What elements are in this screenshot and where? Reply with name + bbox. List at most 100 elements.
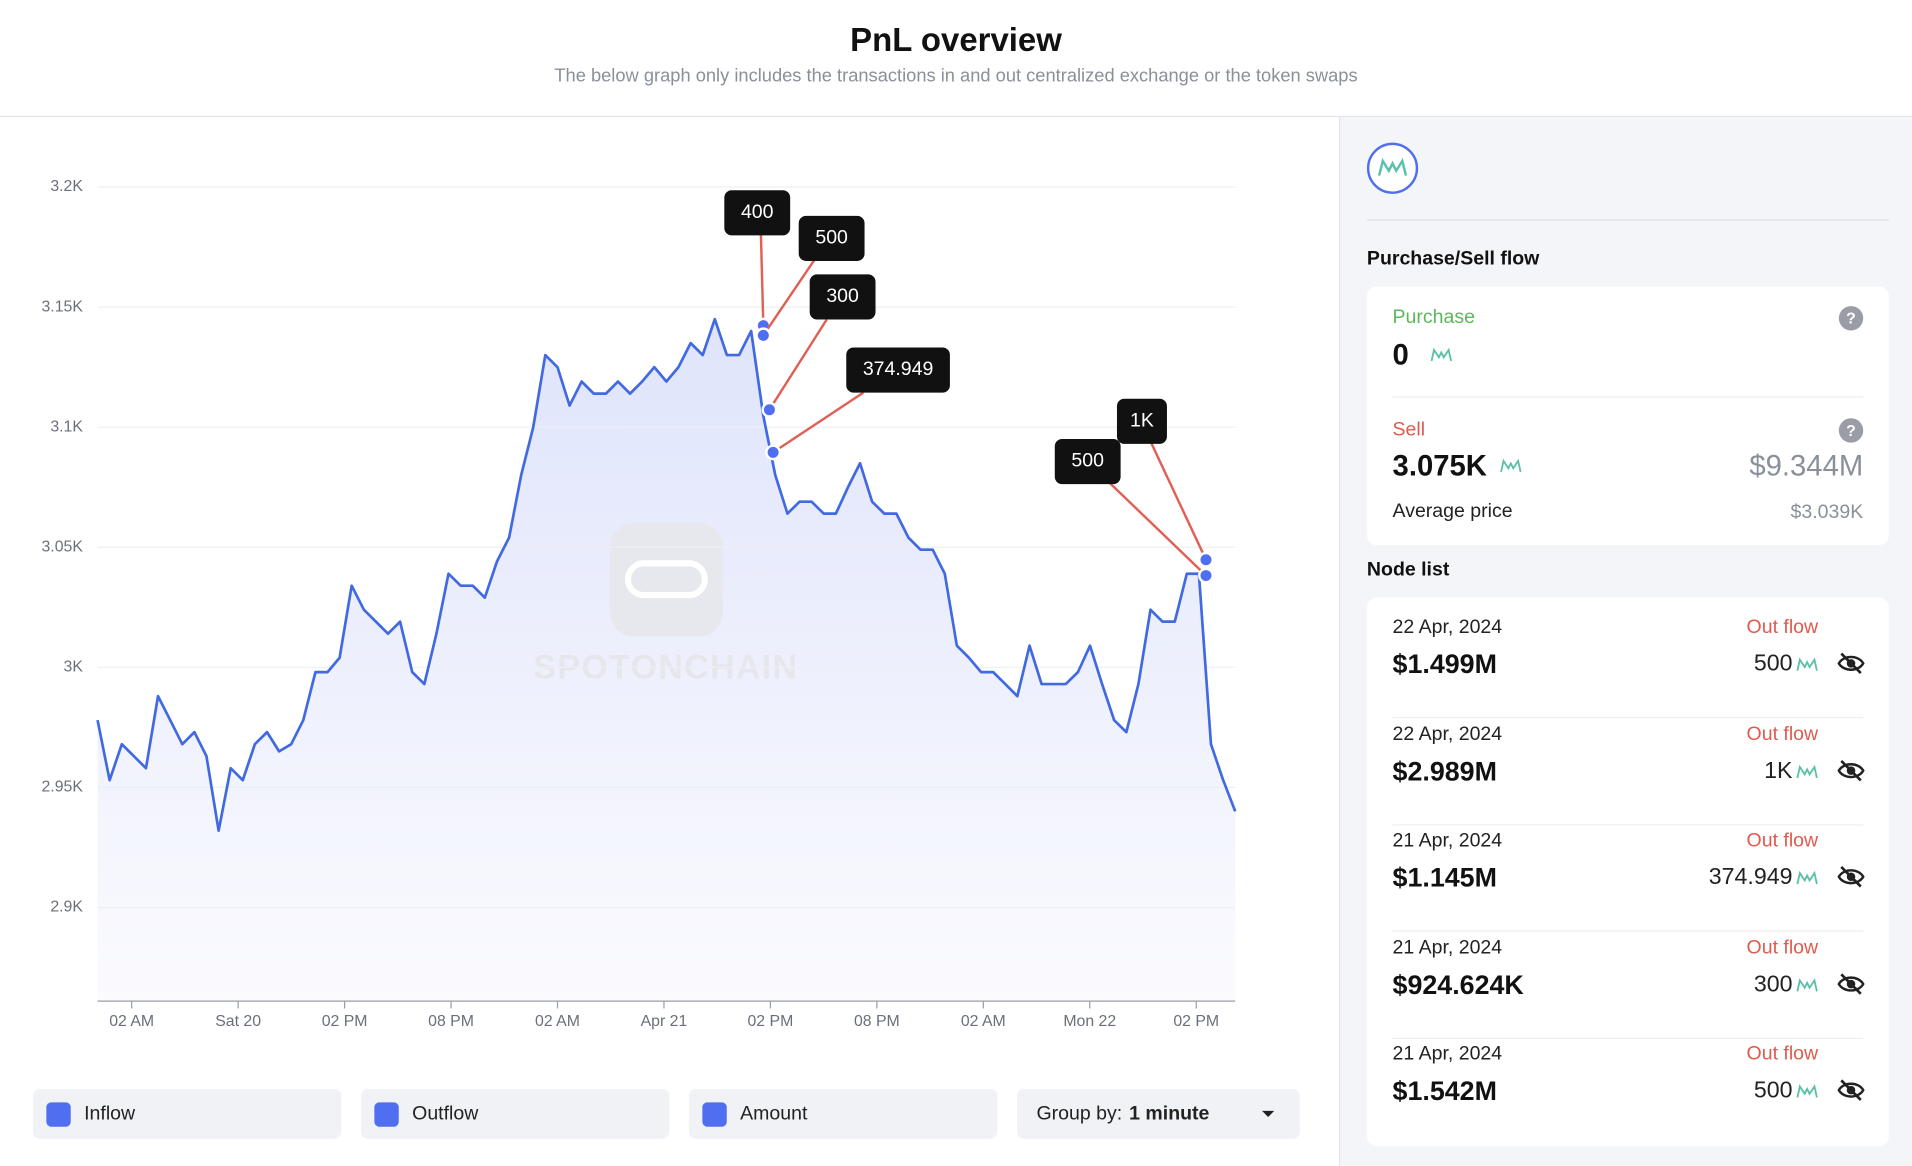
annotation-label: 374.949 (863, 358, 934, 380)
annotation-leader (1150, 442, 1208, 561)
annotation-label: 400 (741, 201, 774, 223)
divider (1392, 823, 1864, 825)
node-amount: 1K (1764, 757, 1793, 784)
watermark-logo (624, 560, 708, 599)
y-tick-label: 3.1K (50, 418, 83, 435)
annotation-label: 300 (826, 285, 859, 307)
x-tick-label: 02 PM (322, 1013, 368, 1030)
divider (1366, 219, 1889, 221)
group-by-label: Group by: (1036, 1103, 1123, 1125)
node-flow: Out flow (1746, 937, 1819, 958)
node-list: 22 Apr, 2024 $1.499M Out flow 500 22 Apr, 20… (1366, 597, 1889, 1147)
hide-toggle[interactable] (1836, 649, 1865, 684)
divider (1392, 930, 1864, 932)
x-tick-label: Mon 22 (1063, 1013, 1116, 1030)
flow-marker (761, 401, 778, 418)
node-amount: 500 (1753, 1077, 1793, 1104)
divider (1392, 1037, 1864, 1039)
hide-toggle[interactable] (1836, 969, 1865, 1004)
purchase-label: Purchase (1392, 307, 1475, 329)
avg-label: Average price (1392, 501, 1513, 522)
divider (1392, 717, 1864, 719)
annotation-label: 1K (1130, 409, 1154, 431)
node-flow: Out flow (1746, 1043, 1819, 1065)
watermark-logo (609, 523, 724, 637)
hide-toggle[interactable] (1836, 755, 1865, 790)
x-tick-label: 08 PM (854, 1013, 900, 1030)
group-by-select[interactable]: Group by: 1 minute (1016, 1088, 1300, 1139)
annotation-box (798, 215, 865, 261)
node-item[interactable]: 21 Apr, 2024 $924.624K Out flow 300 (1367, 932, 1889, 1039)
help-icon[interactable]: ? (1838, 305, 1865, 332)
node-usd: $1.499M (1392, 648, 1497, 680)
inflow-toggle[interactable]: Inflow (32, 1088, 342, 1139)
x-tick-label: Sat 20 (215, 1013, 261, 1030)
avg-value: $3.039K (1790, 502, 1864, 524)
node-flow: Out flow (1746, 617, 1819, 638)
node-date: 21 Apr, 2024 (1392, 1043, 1503, 1065)
y-tick-label: 2.9K (50, 899, 83, 916)
chart: SPOTONCHAIN 2.9K2.95K3K3.05K3.1K3.15K3.2… (42, 178, 1237, 1030)
x-tick-label: Apr 21 (641, 1013, 688, 1030)
sell-label: Sell (1392, 419, 1426, 441)
sell-value: 3.075K (1392, 449, 1487, 483)
y-tick-label: 2.95K (42, 779, 84, 796)
annotation-box (724, 190, 791, 236)
x-tick-label: 02 PM (1173, 1013, 1219, 1030)
node-item[interactable]: 22 Apr, 2024 $1.499M Out flow 500 (1367, 612, 1889, 719)
toggle-label: Inflow (84, 1103, 136, 1125)
annotation-leader (772, 391, 865, 454)
node-flow: Out flow (1746, 830, 1819, 852)
annotation-box (846, 347, 950, 393)
page-title: PnL overview (850, 21, 1062, 59)
annotation-box (1116, 398, 1167, 444)
x-tick-label: 02 AM (535, 1013, 580, 1030)
x-tick-label: 08 PM (428, 1013, 474, 1030)
area (97, 319, 1236, 1002)
token-icon (1366, 142, 1419, 194)
y-tick-label: 3.2K (50, 178, 83, 195)
node-item[interactable]: 21 Apr, 2024 $1.145M Out flow 374.949 (1367, 826, 1889, 932)
toggle-label: Outflow (412, 1103, 479, 1125)
node-date: 21 Apr, 2024 (1392, 830, 1503, 852)
outflow-toggle[interactable]: Outflow (360, 1088, 670, 1139)
hide-toggle[interactable] (1836, 862, 1865, 897)
page-subtitle: The below graph only includes the transa… (554, 65, 1358, 87)
purchase-value: 0 (1392, 338, 1409, 372)
x-tick-label: 02 PM (748, 1013, 794, 1030)
node-date: 22 Apr, 2024 (1392, 617, 1503, 638)
divider (0, 115, 1912, 118)
hide-toggle[interactable] (1836, 1076, 1865, 1111)
node-item[interactable]: 22 Apr, 2024 $2.989M Out flow 1K (1367, 719, 1889, 825)
toggle-label: Amount (740, 1103, 808, 1125)
flow-marker (755, 327, 772, 344)
svg-text:?: ? (1846, 423, 1856, 440)
amount-toggle[interactable]: Amount (688, 1088, 998, 1139)
annotation-label: 500 (1071, 450, 1104, 472)
annotation-leader (768, 318, 828, 411)
node-usd: $924.624K (1392, 968, 1524, 1000)
x-tick-label: 02 AM (961, 1013, 1006, 1030)
annotation-leader (762, 259, 816, 337)
node-amount: 500 (1753, 651, 1793, 677)
flow-marker (1198, 567, 1214, 584)
node-usd: $1.542M (1392, 1075, 1497, 1106)
y-tick-label: 3.15K (42, 298, 84, 315)
price-line (96, 317, 1237, 832)
flow-card: Purchase 0 Sell 3.075K $9.344M Average p… (1366, 286, 1889, 546)
node-amount: 300 (1753, 971, 1793, 997)
node-list-title: Node list (1366, 559, 1450, 581)
y-tick-label: 3K (64, 659, 84, 676)
node-amount: 374.949 (1708, 864, 1793, 891)
node-date: 22 Apr, 2024 (1392, 723, 1503, 745)
node-usd: $1.145M (1392, 862, 1497, 893)
annotation-box (1054, 438, 1121, 485)
annotation-box (809, 274, 876, 320)
help-icon[interactable]: ? (1838, 417, 1865, 444)
node-item[interactable]: 21 Apr, 2024 $1.542M Out flow 500 (1367, 1039, 1889, 1145)
annotation-leader (759, 234, 765, 326)
flow-marker (1198, 551, 1214, 568)
node-usd: $2.989M (1392, 755, 1497, 786)
